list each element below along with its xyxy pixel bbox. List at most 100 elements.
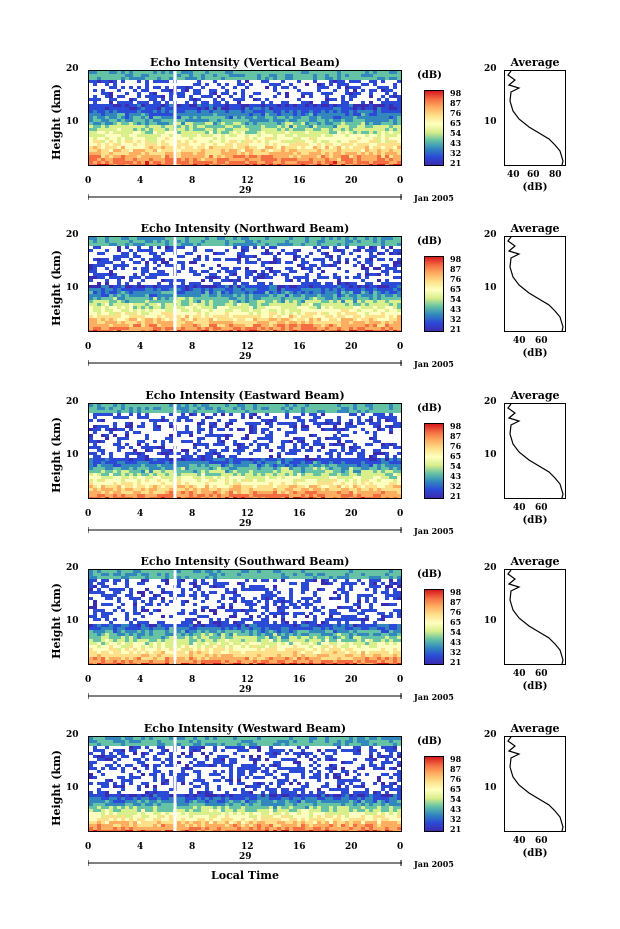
colorbar-tick-label: 21: [450, 491, 462, 501]
average-title: Average: [510, 722, 560, 735]
average-profile-line: [507, 403, 564, 499]
colorbar-tick-label: 87: [450, 98, 462, 108]
average-x-tick-label: 40: [513, 336, 526, 346]
x-tick-label: 4: [137, 509, 144, 519]
day-axis: [88, 360, 402, 366]
average-y-tick-label: 20: [484, 563, 497, 573]
colorbar-tick-label: 98: [450, 421, 462, 431]
day-label: 29: [239, 852, 252, 862]
x-tick-label: 20: [345, 342, 358, 352]
x-axis-label: Local Time: [211, 869, 279, 882]
colorbar-tick-label: 32: [450, 148, 462, 158]
heatmap-plot: [88, 70, 402, 166]
y-axis-label: Height (km): [50, 750, 63, 826]
panel-0: Echo Intensity (Vertical Beam) Height (km…: [0, 56, 620, 236]
day-label: 29: [239, 186, 252, 196]
colorbar-title: (dB): [417, 736, 442, 747]
average-y-tick-label: 20: [484, 730, 497, 740]
heatmap-svg: [89, 404, 401, 498]
colorbar-tick-label: 87: [450, 264, 462, 274]
colorbar-tick-label: 98: [450, 88, 462, 98]
average-title: Average: [510, 555, 560, 568]
average-title: Average: [510, 222, 560, 235]
x-tick-label: 0: [85, 842, 92, 852]
y-tick-label: 10: [66, 616, 79, 626]
average-profile-line: [507, 236, 564, 332]
y-tick-label: 10: [66, 117, 79, 127]
day-axis: [88, 693, 402, 699]
colorbar: [424, 756, 444, 832]
colorbar-tick-label: 76: [450, 607, 462, 617]
colorbar-tick-label: 54: [450, 294, 462, 304]
panel-title: Echo Intensity (Vertical Beam): [149, 56, 341, 69]
date-label: Jan 2005: [414, 359, 454, 369]
colorbar: [424, 423, 444, 499]
average-y-tick-label: 10: [484, 616, 497, 626]
average-y-tick-label: 10: [484, 283, 497, 293]
colorbar-tick-label: 76: [450, 108, 462, 118]
day-label: 29: [239, 519, 252, 529]
average-x-tick-label: 60: [535, 503, 548, 513]
x-tick-label: 8: [189, 342, 196, 352]
heatmap-svg: [89, 71, 401, 165]
colorbar-tick-label: 76: [450, 774, 462, 784]
x-tick-label: 0: [397, 842, 404, 852]
x-tick-label: 8: [189, 842, 196, 852]
date-label: Jan 2005: [414, 526, 454, 536]
y-axis-label: Height (km): [50, 417, 63, 493]
x-tick-label: 12: [241, 675, 254, 685]
x-tick-label: 12: [241, 176, 254, 186]
colorbar-tick-label: 54: [450, 461, 462, 471]
x-tick-label: 16: [293, 509, 306, 519]
x-tick-label: 20: [345, 675, 358, 685]
average-x-label: (dB): [522, 681, 548, 692]
x-tick-label: 8: [189, 176, 196, 186]
average-profile-line: [507, 569, 564, 665]
x-tick-label: 8: [189, 509, 196, 519]
average-title: Average: [510, 389, 560, 402]
colorbar-tick-label: 87: [450, 431, 462, 441]
colorbar-tick-label: 21: [450, 158, 462, 168]
colorbar-tick-label: 65: [450, 284, 462, 294]
average-x-tick-label: 60: [535, 669, 548, 679]
average-plot: [504, 70, 566, 166]
colorbar-title: (dB): [417, 403, 442, 414]
colorbar-tick-label: 87: [450, 764, 462, 774]
data-gap: [173, 737, 177, 831]
data-gap: [173, 570, 177, 664]
colorbar-tick-label: 98: [450, 587, 462, 597]
x-tick-label: 8: [189, 675, 196, 685]
average-x-label: (dB): [522, 515, 548, 526]
panel-1: Echo Intensity (Northward Beam) Height (k…: [0, 222, 620, 402]
colorbar-tick-label: 21: [450, 657, 462, 667]
average-title: Average: [510, 56, 560, 69]
colorbar-tick-label: 65: [450, 118, 462, 128]
x-tick-label: 4: [137, 675, 144, 685]
x-tick-label: 0: [85, 342, 92, 352]
colorbar: [424, 256, 444, 332]
y-tick-label: 10: [66, 283, 79, 293]
x-tick-label: 20: [345, 842, 358, 852]
panel-4: Echo Intensity (Westward Beam) Height (km…: [0, 722, 620, 902]
x-tick-label: 12: [241, 842, 254, 852]
average-y-tick-label: 10: [484, 117, 497, 127]
colorbar-title: (dB): [417, 70, 442, 81]
date-label: Jan 2005: [414, 859, 454, 869]
average-y-tick-label: 20: [484, 397, 497, 407]
average-y-tick-label: 20: [484, 64, 497, 74]
y-tick-label: 20: [66, 64, 79, 74]
average-plot: [504, 736, 566, 832]
colorbar-tick-label: 65: [450, 451, 462, 461]
y-tick-label: 10: [66, 783, 79, 793]
x-tick-label: 16: [293, 342, 306, 352]
colorbar-tick-label: 98: [450, 754, 462, 764]
heatmap-plot: [88, 403, 402, 499]
x-tick-label: 16: [293, 842, 306, 852]
heatmap-svg: [89, 570, 401, 664]
x-tick-label: 0: [85, 509, 92, 519]
x-tick-label: 20: [345, 176, 358, 186]
y-tick-label: 10: [66, 450, 79, 460]
colorbar-tick-label: 32: [450, 314, 462, 324]
y-axis-label: Height (km): [50, 250, 63, 326]
colorbar-tick-label: 43: [450, 637, 462, 647]
